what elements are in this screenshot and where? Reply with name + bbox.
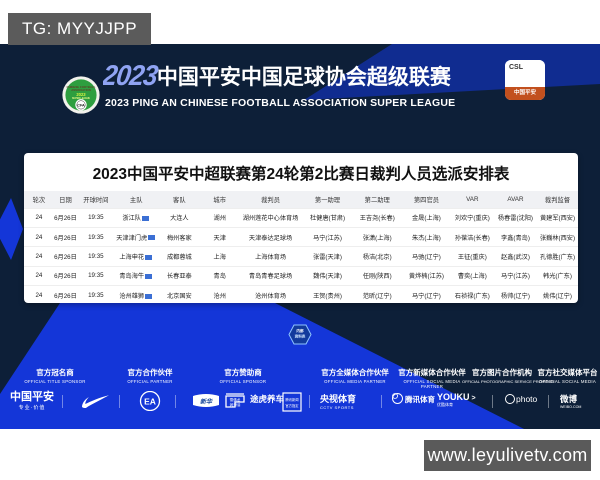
svg-text:腾讯新闻: 腾讯新闻 [285,397,298,402]
svg-text:内部: 内部 [296,328,304,333]
svg-text:润滑油: 润滑油 [230,402,241,407]
svg-text:新华: 新华 [200,398,213,406]
svg-text:2023: 2023 [76,92,86,97]
svg-text:雪佛龙: 雪佛龙 [230,397,241,402]
svg-text:CFA: CFA [77,103,85,107]
svg-text:资料表: 资料表 [295,334,306,339]
svg-text:EA: EA [144,397,156,407]
svg-text:官方指定: 官方指定 [285,403,299,408]
